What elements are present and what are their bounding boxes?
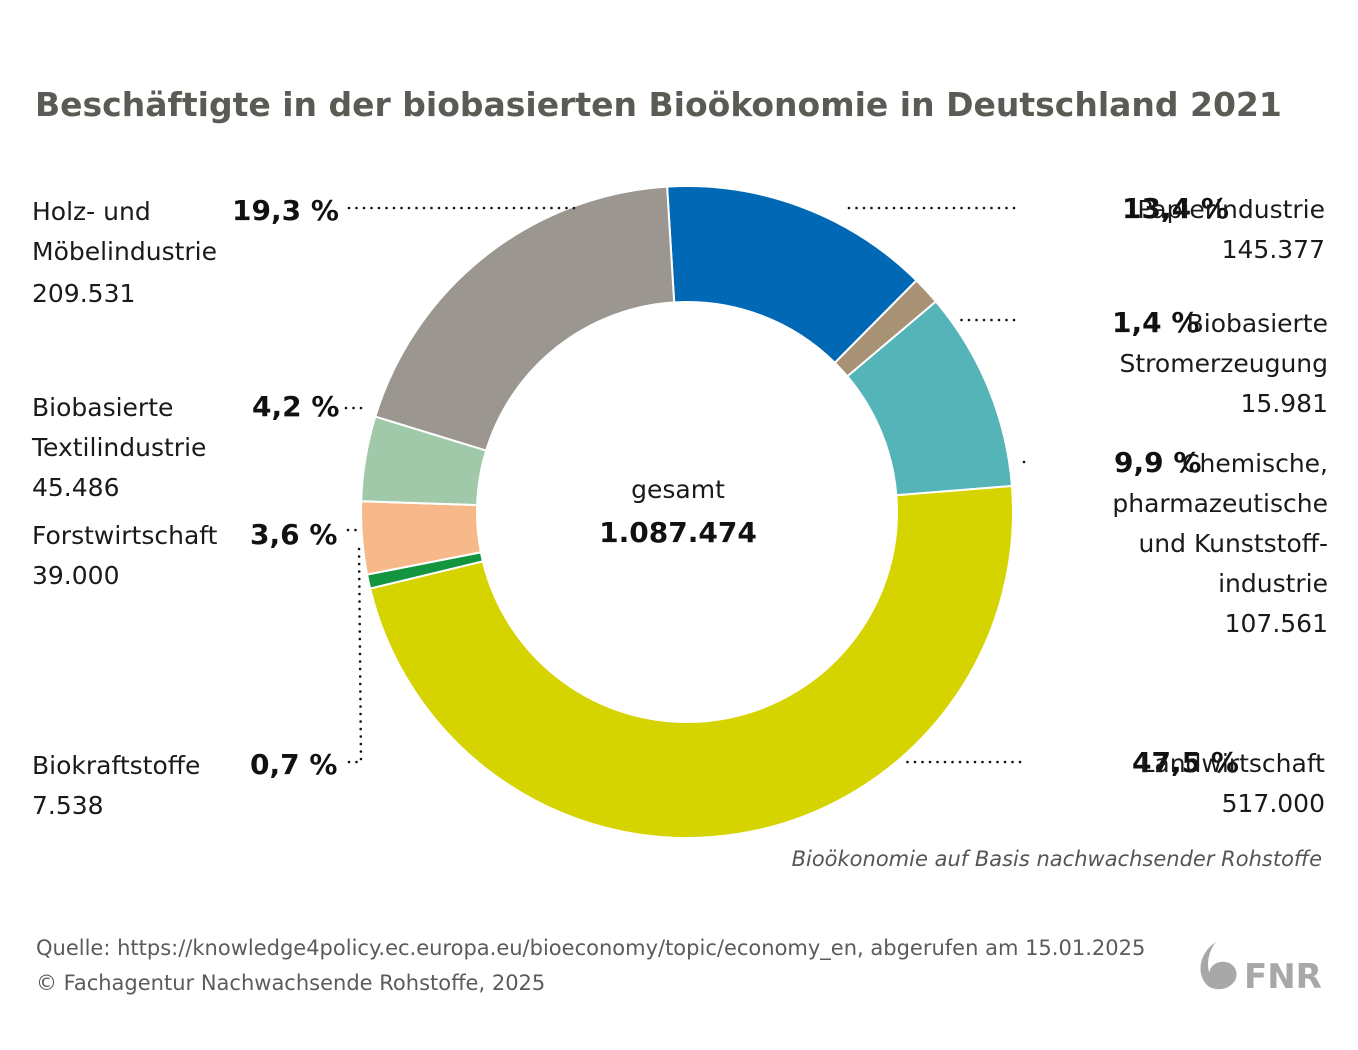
value-label-papier: 145.377 <box>1222 235 1325 264</box>
value-label-chemie: 107.561 <box>1225 609 1328 638</box>
category-label-chemie: pharmazeutische <box>1112 489 1328 518</box>
category-label-textil: Textilindustrie <box>31 433 206 462</box>
center-label: gesamt <box>631 475 725 504</box>
category-label-textil: Biobasierte <box>32 393 173 422</box>
center-total: 1.087.474 <box>599 516 757 549</box>
value-label-biokraft: 7.538 <box>32 791 104 820</box>
donut-segments <box>360 185 1014 840</box>
category-label-papier: Papierindustrie <box>1137 195 1325 224</box>
value-label-forst: 39.000 <box>32 561 119 590</box>
category-label-chemie: industrie <box>1218 569 1328 598</box>
chart-title: Beschäftigte in der biobasierten Bioökon… <box>35 85 1282 124</box>
percent-label-holz: 19,3 % <box>232 194 339 227</box>
leader-lines <box>344 206 1026 764</box>
leaf-icon <box>1200 942 1237 990</box>
percent-label-textil: 4,2 % <box>252 390 339 423</box>
category-label-strom: Stromerzeugung <box>1120 349 1328 378</box>
value-label-strom: 15.981 <box>1241 389 1328 418</box>
percent-label-chemie: 9,9 % <box>1114 446 1201 479</box>
percent-label-landw: 47,5 % <box>1132 746 1239 779</box>
category-label-holz: Holz- und <box>32 197 151 226</box>
slice-landw <box>368 484 1014 840</box>
category-label-landw: Landwirtschaft <box>1140 749 1325 778</box>
category-label-chemie: Chemische, <box>1182 449 1328 478</box>
percent-label-papier: 13,4 % <box>1122 192 1229 225</box>
category-label-strom: Biobasierte <box>1187 309 1328 338</box>
category-label-biokraft: Biokraftstoffe <box>32 751 200 780</box>
slice-holz <box>374 185 676 452</box>
copyright-note: © Fachagentur Nachwachsende Rohstoffe, 2… <box>36 971 545 995</box>
category-label-chemie: und Kunststoff- <box>1138 529 1328 558</box>
value-label-holz: 209.531 <box>32 279 135 308</box>
source-note: Quelle: https://knowledge4policy.ec.euro… <box>36 936 1145 961</box>
category-label-forst: Forstwirtschaft <box>32 521 218 550</box>
percent-label-biokraft: 0,7 % <box>250 748 337 781</box>
value-label-landw: 517.000 <box>1222 789 1325 818</box>
chart-subtitle: Bioökonomie auf Basis nachwachsender Roh… <box>792 847 1322 871</box>
value-label-textil: 45.486 <box>32 473 119 502</box>
percent-label-strom: 1,4 % <box>1112 306 1199 339</box>
fnr-logo: FNR <box>1200 942 1322 997</box>
category-label-holz: Möbelindustrie <box>32 237 217 266</box>
logo-text: FNR <box>1244 957 1322 997</box>
leader-line-biokraft <box>347 543 363 764</box>
percent-label-forst: 3,6 % <box>250 518 337 551</box>
